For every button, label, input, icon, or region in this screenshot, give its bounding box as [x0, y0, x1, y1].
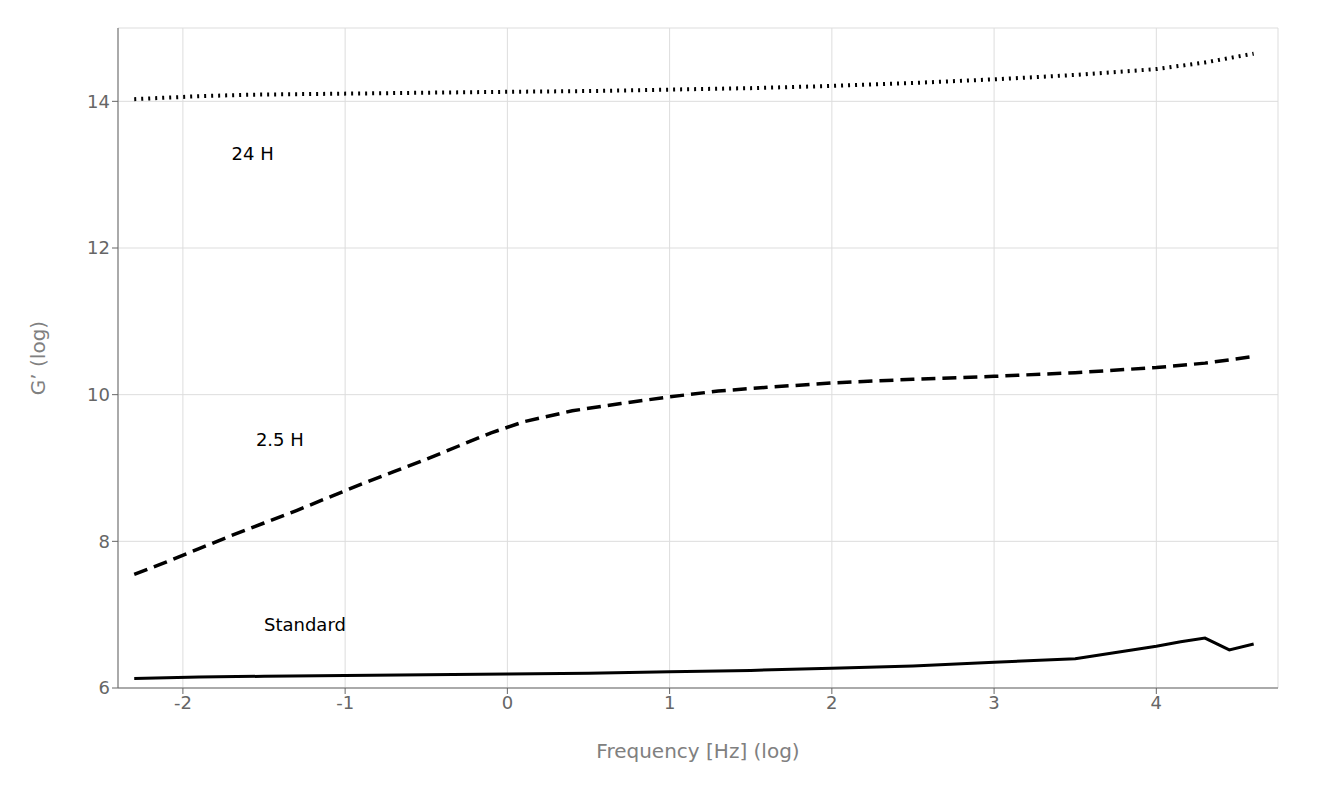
- svg-text:2.5 H: 2.5 H: [256, 429, 304, 450]
- svg-text:10: 10: [87, 384, 110, 405]
- svg-text:1: 1: [664, 692, 675, 713]
- svg-text:8: 8: [99, 531, 110, 552]
- svg-text:14: 14: [87, 91, 110, 112]
- svg-text:24 H: 24 H: [232, 143, 274, 164]
- svg-text:6: 6: [99, 677, 110, 698]
- svg-text:Frequency [Hz] (log): Frequency [Hz] (log): [596, 739, 799, 763]
- svg-text:2: 2: [826, 692, 837, 713]
- svg-text:3: 3: [988, 692, 999, 713]
- svg-text:4: 4: [1151, 692, 1162, 713]
- svg-text:G’ (log): G’ (log): [26, 321, 50, 395]
- svg-text:12: 12: [87, 237, 110, 258]
- svg-text:Standard: Standard: [264, 614, 346, 635]
- svg-text:-2: -2: [174, 692, 192, 713]
- svg-text:-1: -1: [336, 692, 354, 713]
- svg-text:0: 0: [502, 692, 513, 713]
